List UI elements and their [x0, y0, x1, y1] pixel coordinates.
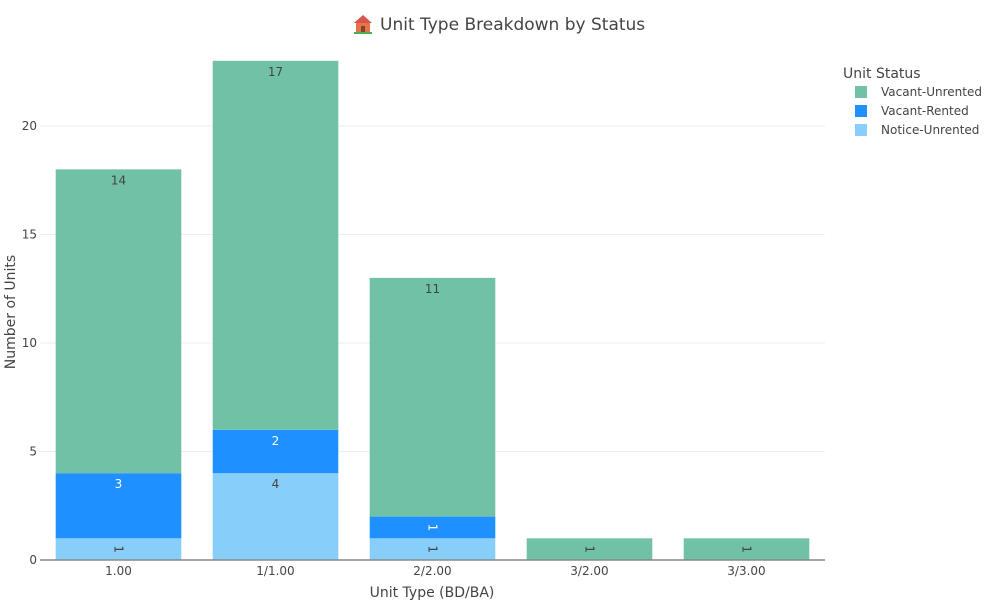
legend-label: Vacant-Unrented — [881, 85, 982, 99]
bar-layer — [55, 60, 810, 560]
y-tick-label: 10 — [22, 336, 37, 350]
y-tick-label: 15 — [22, 227, 37, 241]
legend-item[interactable]: Notice-Unrented — [855, 123, 979, 137]
bar-segment[interactable] — [683, 538, 810, 560]
bar-segment[interactable] — [212, 60, 339, 430]
bar-segment[interactable] — [369, 538, 496, 560]
legend-label: Vacant-Rented — [881, 104, 969, 118]
bar-value-label: 1 — [112, 545, 126, 553]
bar-segment[interactable] — [526, 538, 653, 560]
legend-swatch — [855, 124, 867, 136]
legend-title: Unit Status — [843, 66, 921, 82]
bar-segment[interactable] — [369, 277, 496, 517]
y-axis-title: Number of Units — [3, 255, 19, 369]
bar-value-label: 1 — [583, 545, 597, 553]
legend-label: Notice-Unrented — [881, 123, 979, 137]
bar-segment[interactable] — [212, 429, 339, 474]
x-tick-label: 3/3.00 — [727, 564, 765, 578]
bar-value-label: 2 — [272, 434, 280, 448]
bar-segment[interactable] — [369, 516, 496, 539]
x-tick-label: 1/1.00 — [256, 564, 294, 578]
bar-value-label: 11 — [425, 282, 440, 296]
y-tick-label: 5 — [29, 444, 37, 458]
axis-layer: 0 5 10 15 20 1.00 1/1.00 2/2.00 3/2.00 3/3.00 — [22, 119, 825, 578]
x-axis-title: Unit Type (BD/BA) — [370, 585, 495, 600]
bar-value-label: 17 — [268, 65, 283, 79]
y-tick-label: 0 — [29, 553, 37, 567]
bar-segment[interactable] — [55, 473, 182, 539]
bar-value-label: 14 — [111, 173, 126, 187]
bar-segment[interactable] — [212, 473, 339, 560]
legend-item[interactable]: Vacant-Unrented — [855, 85, 982, 99]
chart-title-group: Unit Type Breakdown by Status — [354, 15, 645, 35]
bar-value-label: 1 — [426, 524, 440, 532]
bar-value-label: 1 — [740, 545, 754, 553]
x-tick-label: 2/2.00 — [413, 564, 451, 578]
bar-segment[interactable] — [55, 538, 182, 560]
bar-value-label: 1 — [426, 545, 440, 553]
bar-segment[interactable] — [55, 169, 182, 474]
legend: Unit Status Vacant-Unrented Vacant-Rented… — [843, 66, 982, 137]
legend-swatch — [855, 105, 867, 117]
legend-items: Vacant-Unrented Vacant-Rented Notice-Unren… — [855, 85, 982, 137]
bar-value-label: 3 — [115, 477, 123, 491]
bar-value-label: 4 — [272, 477, 280, 491]
legend-item[interactable]: Vacant-Rented — [855, 104, 969, 118]
x-tick-label: 3/2.00 — [570, 564, 608, 578]
chart-title: Unit Type Breakdown by Status — [380, 15, 645, 35]
legend-swatch — [855, 86, 867, 98]
y-tick-label: 20 — [22, 119, 37, 133]
house-icon — [354, 15, 372, 34]
x-tick-label: 1.00 — [105, 564, 132, 578]
